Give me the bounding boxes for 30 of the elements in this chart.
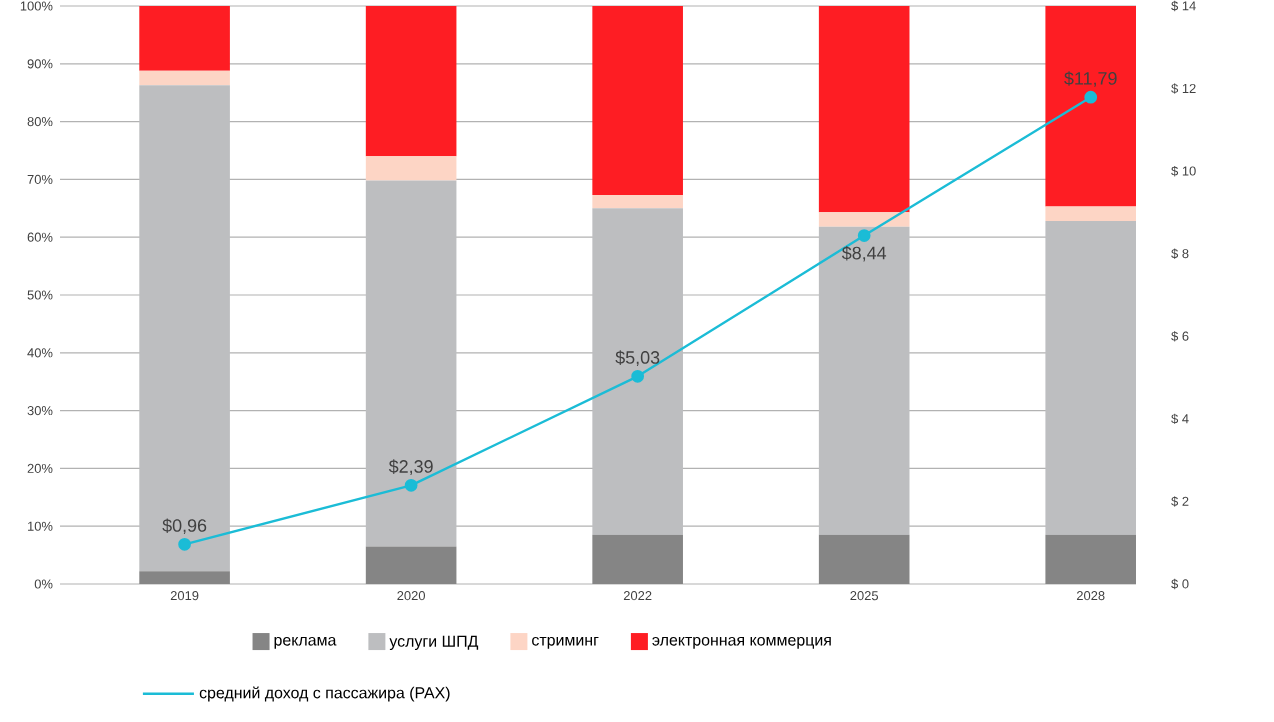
bar [592,5,683,195]
bar [818,5,910,213]
bar [139,85,230,572]
data-label: $5,03 [615,350,660,366]
bar [1045,534,1137,584]
bar [1045,5,1137,207]
point [857,229,871,242]
bar [818,212,910,227]
bar [592,534,683,584]
point [404,478,418,492]
point [631,369,645,383]
bar [365,546,457,584]
point [178,537,191,551]
bar [818,534,910,584]
data-label: $2,39 [388,459,433,475]
data-label: $11,79 [1064,71,1117,87]
data-label: $8,44 [841,245,887,262]
bar [592,208,683,535]
data-label: $0,96 [162,518,207,534]
bar [1045,206,1137,222]
bar [139,571,230,584]
bar [139,5,230,71]
bar [365,156,457,181]
bar [818,226,910,535]
bar [592,195,683,209]
point [1084,90,1098,104]
bar [1045,221,1137,535]
bar [365,5,457,157]
bar [365,180,457,547]
bar [139,70,230,86]
